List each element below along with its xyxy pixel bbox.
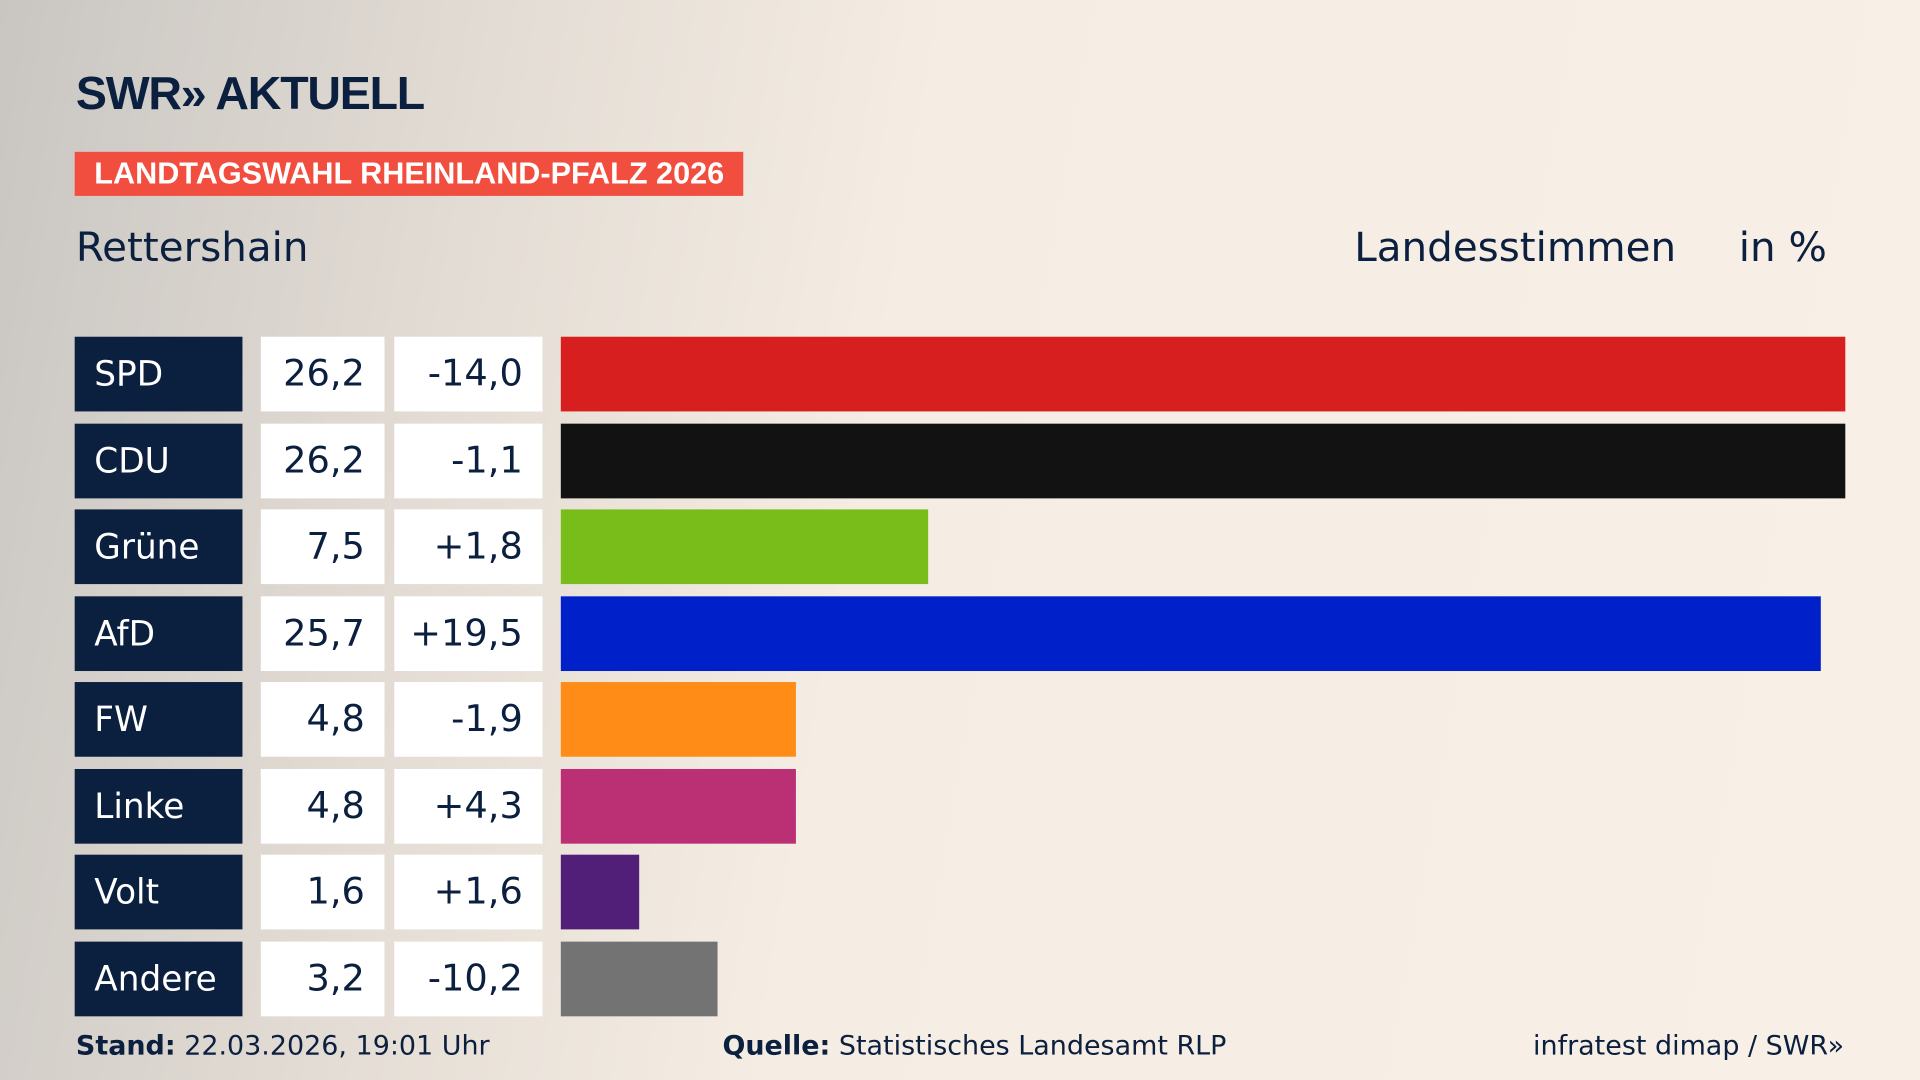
bar-cdu (560, 423, 1846, 498)
vote-change: -1,9 (394, 682, 543, 757)
bar-andere (560, 941, 718, 1016)
stand-value: 22.03.2026, 19:01 Uhr (184, 1031, 490, 1062)
party-label: SPD (74, 336, 243, 412)
credit: infratest dimap / SWR» (1533, 1031, 1845, 1062)
vote-share: 26,2 (260, 336, 385, 412)
vote-change: +19,5 (394, 595, 543, 671)
vote-share: 1,6 (260, 854, 385, 930)
vote-share: 4,8 (260, 768, 385, 844)
vote-share: 7,5 (260, 509, 385, 585)
stand-label: Stand: (75, 1031, 176, 1062)
vote-change: -10,2 (394, 941, 543, 1016)
bar-fw (560, 682, 797, 757)
bar-volt (560, 854, 640, 930)
region-title: Rettershain (75, 222, 309, 271)
vote-share: 3,2 (260, 941, 385, 1016)
party-label: Grüne (74, 509, 243, 585)
party-label: Linke (74, 768, 243, 844)
source: Quelle: Statistisches Landesamt RLP (722, 1031, 1226, 1062)
vote-change: +1,6 (394, 854, 543, 930)
bar-linke (560, 768, 797, 844)
vote-share: 26,2 (260, 423, 385, 498)
bar-grüne (560, 509, 929, 585)
vote-change: -14,0 (394, 336, 543, 412)
vote-change: +4,3 (394, 768, 543, 844)
party-label: CDU (74, 423, 243, 498)
metric-label: Landesstimmen (1354, 222, 1677, 271)
party-label: AfD (74, 595, 243, 671)
timestamp: Stand: 22.03.2026, 19:01 Uhr (76, 1031, 490, 1062)
vote-change: +1,8 (394, 509, 543, 585)
party-label: Volt (74, 854, 243, 930)
source-label: Quelle: (722, 1031, 831, 1062)
party-label: Andere (74, 941, 243, 1016)
bar-spd (560, 336, 1846, 412)
source-value: Statistisches Landesamt RLP (838, 1031, 1227, 1062)
swr-aktuell-logo: SWR» AKTUELL (75, 68, 425, 121)
bar-afd (560, 595, 1821, 671)
vote-share: 25,7 (260, 595, 385, 671)
party-label: FW (74, 682, 243, 757)
vote-change: -1,1 (394, 423, 543, 498)
election-tag: LANDTAGSWAHL RHEINLAND-PFALZ 2026 (74, 151, 744, 196)
unit-label: in % (1738, 222, 1827, 271)
vote-share: 4,8 (260, 682, 385, 757)
